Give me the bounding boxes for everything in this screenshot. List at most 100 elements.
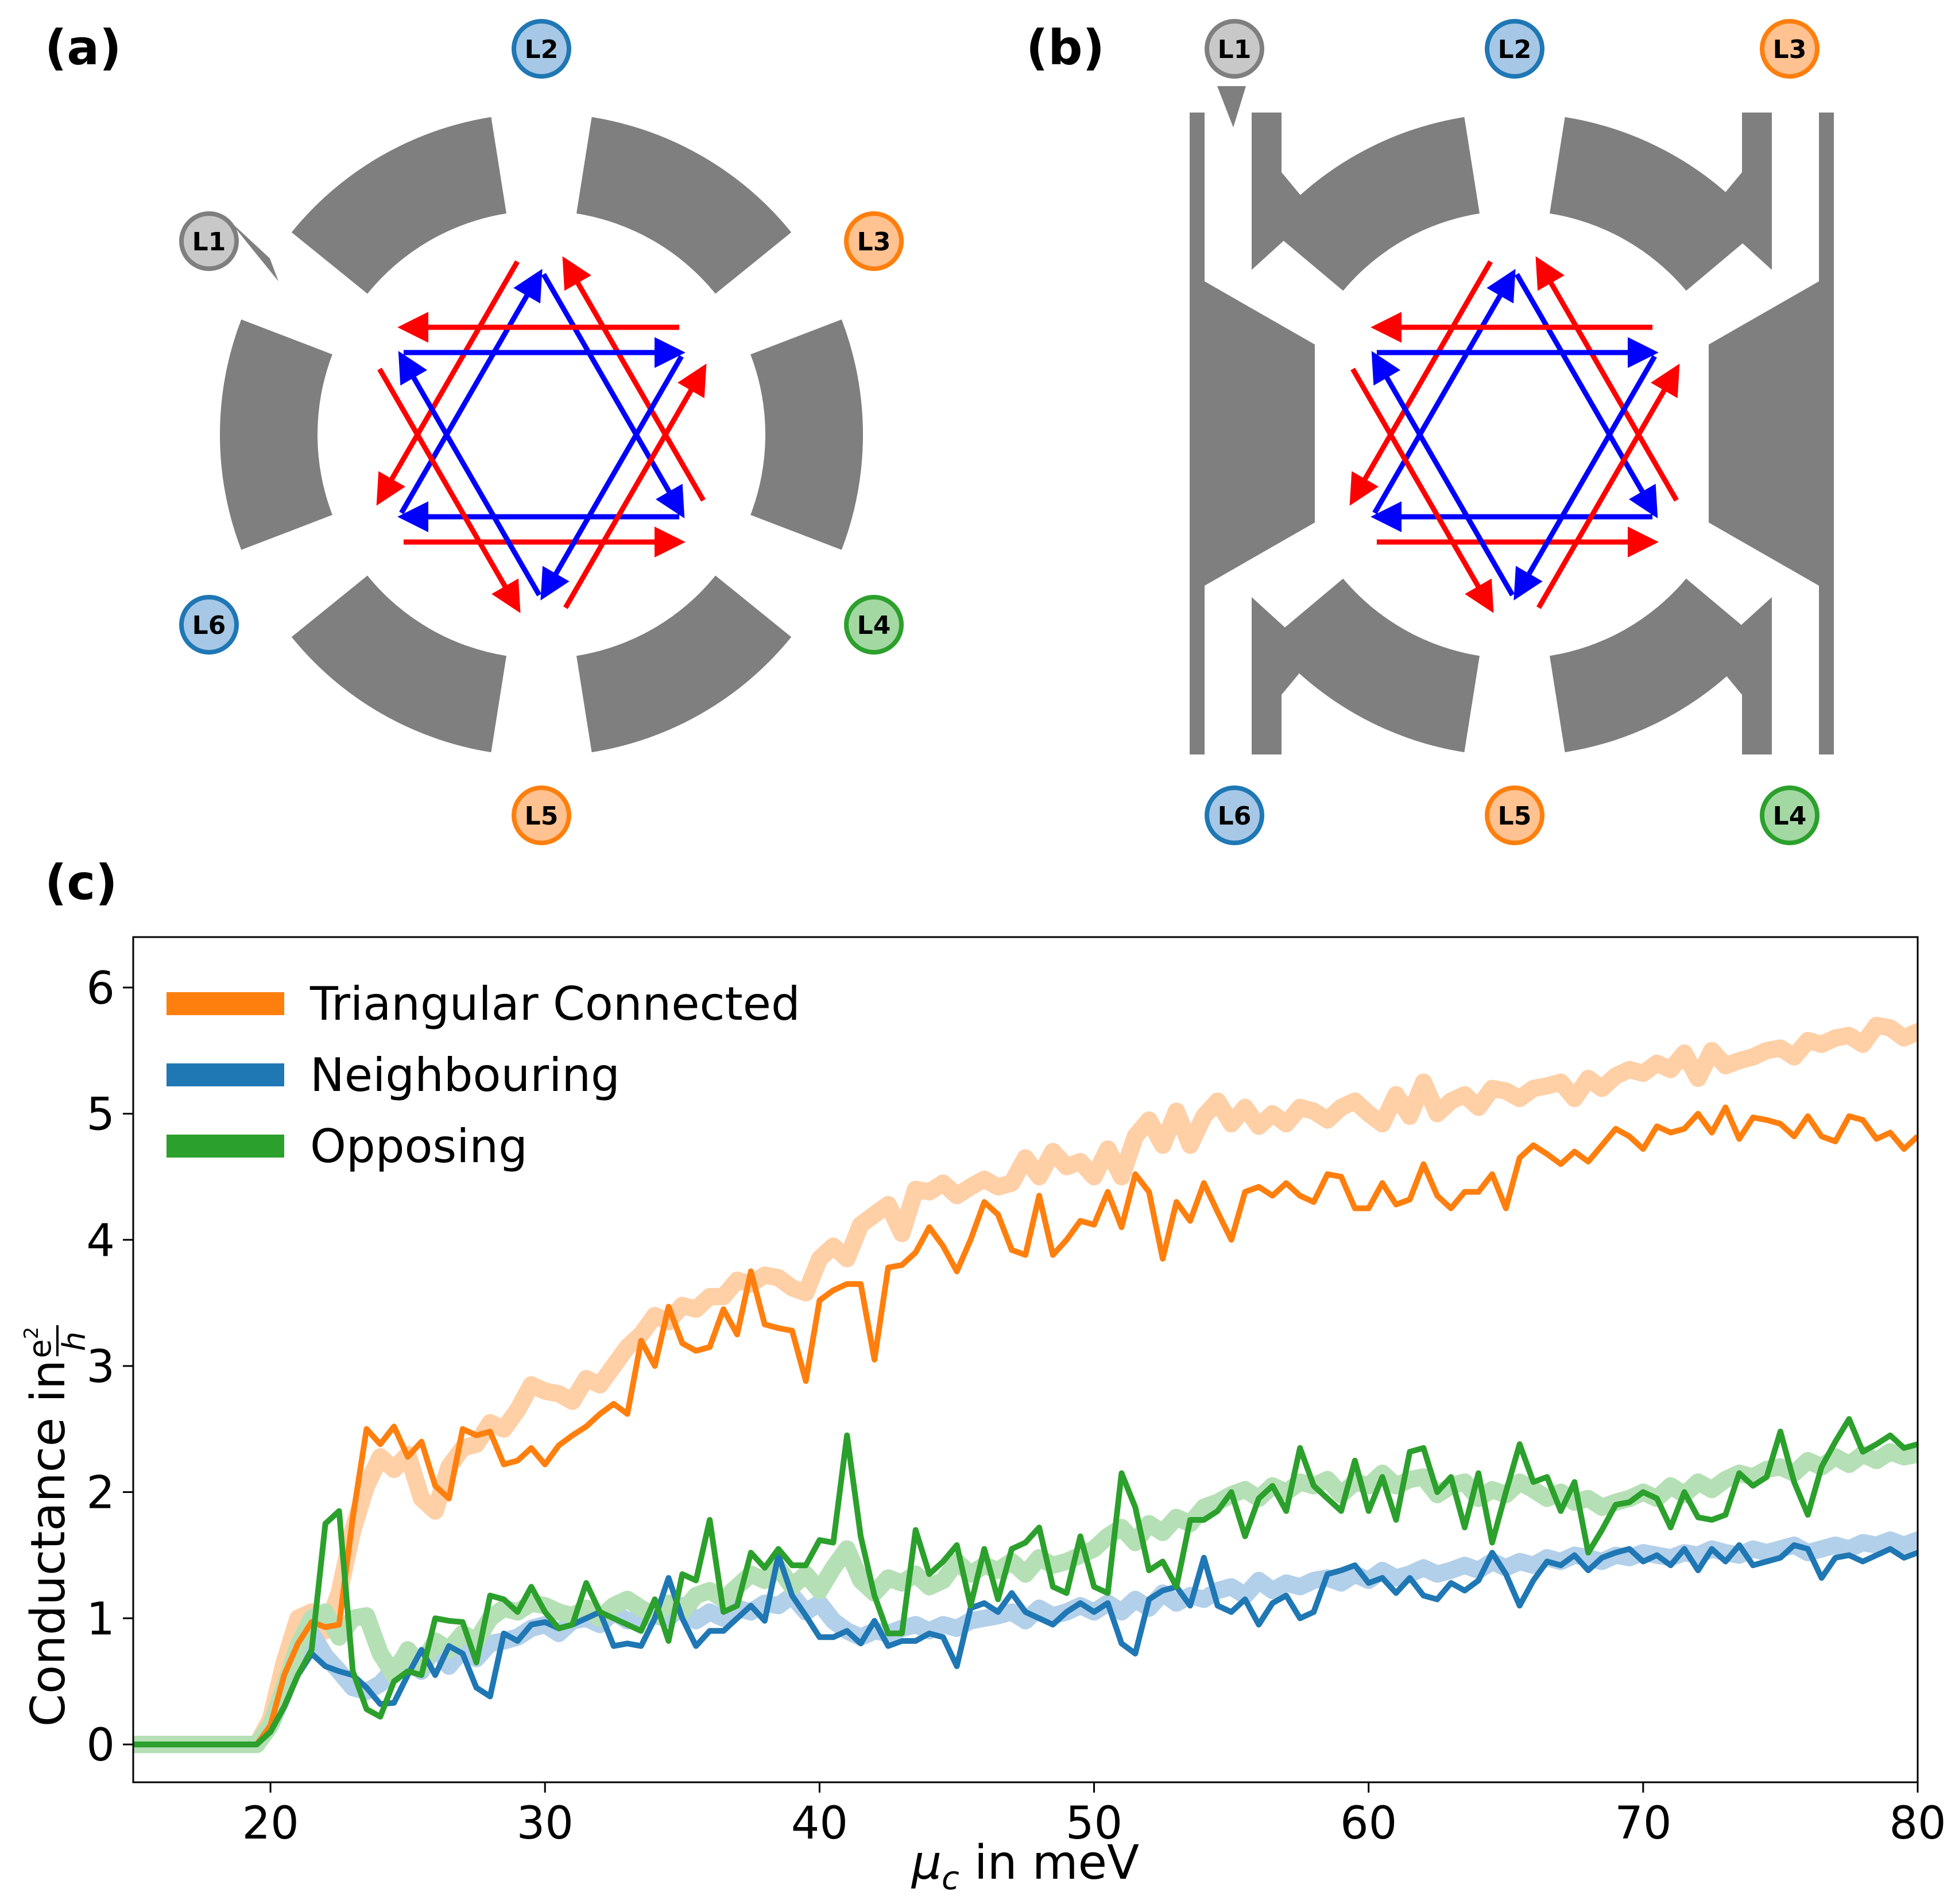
leads-a-l1-circle	[179, 211, 239, 271]
panel-b-top-right-connector	[1709, 113, 1772, 270]
y-tick-label-6: 6	[86, 963, 115, 1015]
panel-b-left-block	[1205, 281, 1315, 586]
y-tick-label-5: 5	[86, 1089, 115, 1141]
panel-b-ring	[1268, 117, 1761, 753]
leads-b-l5-marker: L5	[1485, 785, 1544, 845]
arrows-b-blue-arrow-3	[1513, 355, 1657, 601]
leads-b-l6-circle	[1205, 785, 1264, 845]
leads-a-l4-label: L4	[857, 611, 891, 640]
y-axis-label-denominator: h	[56, 1332, 92, 1351]
y-tick-label-3: 3	[86, 1341, 115, 1393]
arrows-b-blue-arrow-2	[1514, 273, 1658, 518]
panel-c-label: (c)	[45, 854, 118, 911]
arrows-a-red-arrow-2	[562, 256, 706, 502]
leads-b-l3-marker: L3	[1760, 19, 1819, 79]
leads-b-l1-label: L1	[1218, 35, 1252, 64]
plot-frame	[132, 936, 1919, 1783]
y-axis-ticks: 0 1 2 3 4 5 6	[86, 963, 133, 1771]
panel-b-bottom-left-connector	[1252, 597, 1315, 754]
leads-b-l3-label: L3	[1773, 35, 1807, 64]
leads-b-l4-circle	[1760, 785, 1819, 845]
faded-series-0	[133, 1016, 1918, 1754]
arrows-b-red-arrow-2	[1535, 256, 1679, 502]
arrows-b-blue-arrow-5	[1371, 351, 1515, 597]
ring-b-segment-top-right	[1550, 117, 1761, 291]
leads-a-l5-circle	[512, 785, 571, 845]
panel-b-right-block	[1709, 281, 1819, 586]
leads-a-l2-marker: L2	[512, 19, 571, 79]
ring-a-segment-bottom-right	[576, 575, 792, 753]
panel-b-arrows	[1349, 256, 1680, 613]
leads-b-l6-label: L6	[1218, 802, 1252, 831]
leads-a-l4-circle	[844, 595, 904, 655]
x-axis-ticks: 20 30 40 50 60 70 80	[242, 1782, 1946, 1849]
main-series-group	[133, 1104, 1918, 1748]
arrows-a-blue-arrow-2	[541, 273, 685, 518]
leads-a-l2-label: L2	[525, 35, 559, 64]
arrows-a-blue-arrow-0	[399, 269, 543, 514]
leads-b-l3-circle	[1760, 19, 1819, 79]
y-tick-label-4: 4	[86, 1215, 115, 1267]
leads-b-l2-label: L2	[1498, 35, 1532, 64]
panel-a-l1-pointer	[230, 221, 278, 281]
arrows-b-red-arrow-0	[1349, 260, 1493, 506]
ring-a-segment-right	[750, 319, 863, 550]
leads-a-l1-marker: L1	[179, 211, 239, 271]
panel-b-left-bar	[1190, 113, 1205, 754]
leads-a-l4-marker: L4	[844, 595, 904, 655]
y-axis-label-sup: 2	[20, 1327, 43, 1340]
y-axis-label-num: e	[22, 1339, 58, 1358]
panel-b-device-diagram: (b) L1 L2 L3 L4 L5 L6	[1026, 19, 1834, 845]
arrows-a-blue-arrow-5	[398, 351, 542, 597]
panel-b-l1-pointer	[1217, 86, 1246, 127]
panel-a-label: (a)	[45, 20, 121, 76]
panel-b-right-bar	[1819, 113, 1834, 754]
y-tick-label-2: 2	[86, 1468, 115, 1519]
leads-a-l3-circle	[844, 211, 904, 271]
panel-b-leads: L1 L2 L3 L4 L5 L6	[1205, 19, 1819, 845]
leads-b-l1-marker: L1	[1205, 19, 1264, 79]
ring-a-segment-bottom-left	[291, 575, 506, 753]
y-tick-label-1: 1	[86, 1593, 115, 1645]
leads-a-l6-label: L6	[192, 611, 226, 640]
ring-b-segment-top-left	[1268, 117, 1480, 291]
ring-a-segment-top-right	[576, 117, 792, 294]
leads-a-l3-label: L3	[857, 227, 891, 257]
panel-b-top-left-connector	[1252, 113, 1315, 270]
ring-a-segment-top-left	[291, 117, 506, 294]
series-line-neighbouring	[133, 1542, 1918, 1748]
x-tick-label-80: 80	[1889, 1798, 1946, 1849]
y-axis-label: Conductance in e2 h	[20, 1325, 92, 1727]
x-tick-label-60: 60	[1340, 1798, 1397, 1849]
arrows-b-red-arrow-5	[1350, 367, 1494, 613]
leads-b-l2-marker: L2	[1485, 19, 1544, 79]
x-tick-label-20: 20	[242, 1798, 299, 1849]
panel-b-label: (b)	[1026, 20, 1105, 76]
x-tick-label-50: 50	[1066, 1798, 1122, 1849]
leads-a-l3-marker: L3	[844, 211, 904, 271]
panel-a-leads: L1 L2 L3 L4 L5 L6	[179, 19, 904, 845]
leads-a-l6-circle	[179, 595, 239, 655]
legend-label-neighbouring: Neighbouring	[310, 1048, 620, 1102]
panel-b-bottom-right-connector	[1709, 597, 1772, 754]
y-tick-label-0: 0	[86, 1720, 115, 1771]
leads-a-l2-circle	[512, 19, 571, 79]
arrows-a-blue-arrow-3	[540, 355, 684, 601]
leads-b-l6-marker: L6	[1205, 785, 1264, 845]
x-tick-label-40: 40	[791, 1798, 848, 1849]
x-tick-label-30: 30	[517, 1798, 574, 1849]
y-axis-label-prefix: Conductance in	[21, 1360, 76, 1727]
legend-label-opposing: Opposing	[310, 1120, 528, 1173]
leads-a-l1-label: L1	[192, 227, 226, 257]
leads-b-l2-circle	[1485, 19, 1544, 79]
leads-b-l5-circle	[1485, 785, 1544, 845]
arrows-b-red-arrow-3	[1536, 363, 1680, 609]
leads-b-l4-marker: L4	[1760, 785, 1819, 845]
panel-a-arrows	[376, 256, 707, 613]
x-tick-label-70: 70	[1615, 1798, 1671, 1849]
panel-a-device-diagram: (a) L1 L2 L3 L4 L5 L6	[45, 19, 904, 845]
series-line-triangular-connected	[133, 1104, 1918, 1748]
ring-b-segment-bottom-right	[1550, 578, 1761, 753]
ring-b-segment-bottom-left	[1268, 578, 1480, 753]
